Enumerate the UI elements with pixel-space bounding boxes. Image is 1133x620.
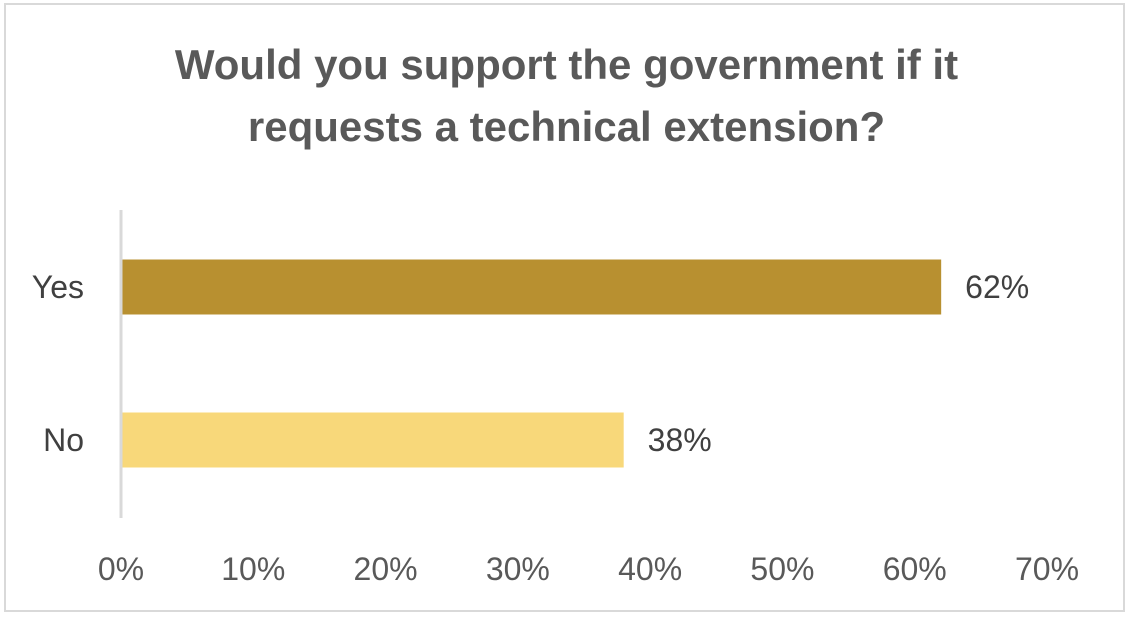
bar-yes xyxy=(121,259,942,315)
x-tick-label: 40% xyxy=(618,551,682,587)
value-labels: 62% 38% xyxy=(648,269,1030,458)
x-tick-label: 20% xyxy=(354,551,418,587)
bar-no xyxy=(121,412,624,468)
category-label-yes: Yes xyxy=(32,269,84,305)
x-tick-label: 50% xyxy=(750,551,814,587)
chart-title: Would you support the government if it r… xyxy=(174,41,959,150)
x-tick-label: 0% xyxy=(98,551,144,587)
x-tick-label: 30% xyxy=(486,551,550,587)
x-tick-label: 60% xyxy=(883,551,947,587)
x-tick-labels: 0% 10% 20% 30% 40% 50% 60% 70% xyxy=(98,551,1079,587)
value-label-no: 38% xyxy=(648,422,712,458)
value-label-yes: 62% xyxy=(965,269,1029,305)
category-labels: Yes No xyxy=(32,269,84,458)
category-label-no: No xyxy=(43,422,84,458)
x-tick-label: 70% xyxy=(1015,551,1079,587)
x-tick-label: 10% xyxy=(221,551,285,587)
bars-group xyxy=(121,259,942,468)
